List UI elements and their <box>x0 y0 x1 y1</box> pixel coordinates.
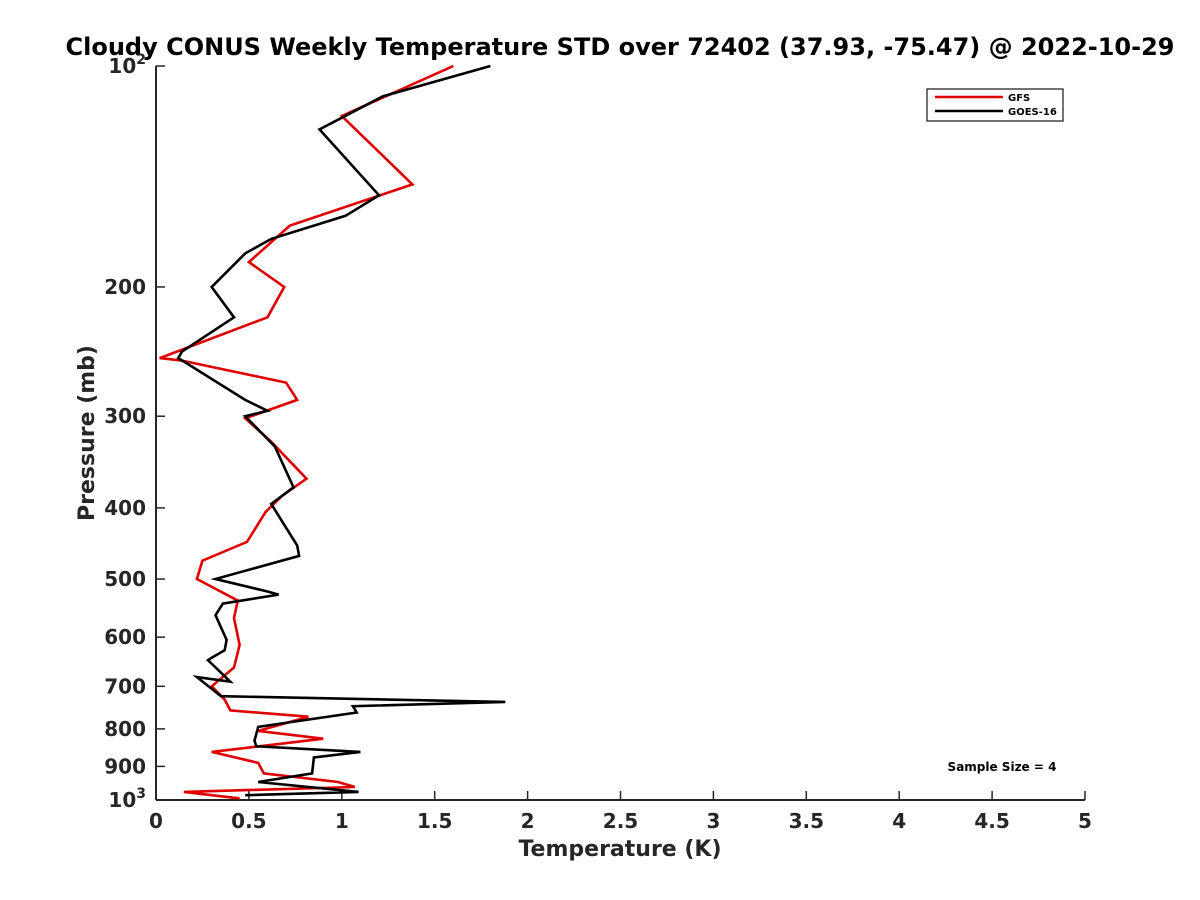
x-tick-label: 4.5 <box>974 809 1009 833</box>
y-tick-label: 400 <box>104 496 146 520</box>
legend: GFS GOES-16 <box>926 88 1064 122</box>
x-axis-label: Temperature (K) <box>518 837 721 862</box>
y-tick-label: 900 <box>104 754 146 778</box>
x-tick-label: 5 <box>1078 809 1092 833</box>
x-tick-label: 1 <box>335 809 349 833</box>
x-tick-label: 0 <box>149 809 163 833</box>
chart-title: Cloudy CONUS Weekly Temperature STD over… <box>66 33 1175 61</box>
legend-label-gfs: GFS <box>1008 93 1030 104</box>
x-tick-label: 2.5 <box>603 809 638 833</box>
sample-size-annotation: Sample Size = 4 <box>948 760 1057 774</box>
x-tick-label: 4 <box>892 809 906 833</box>
y-tick-label: 600 <box>104 625 146 649</box>
x-tick-label: 1.5 <box>417 809 452 833</box>
y-tick-label: 800 <box>104 717 146 741</box>
plot-area: 0 0.5 1 1.5 2 2.5 3 3.5 4 4.5 5 102 200 300 400 500 600 7… <box>104 52 1092 833</box>
y-tick-label: 500 <box>104 567 146 591</box>
y-tick-label: 103 <box>108 786 146 812</box>
x-tick-label: 3 <box>706 809 720 833</box>
y-tick-label: 200 <box>104 275 146 299</box>
series-line-gfs <box>159 64 454 800</box>
x-tick-label: 2 <box>521 809 535 833</box>
legend-label-goes16: GOES-16 <box>1008 107 1057 118</box>
y-tick-label: 102 <box>108 52 146 78</box>
x-tick-label: 3.5 <box>789 809 824 833</box>
legend-box <box>926 88 1064 122</box>
y-tick-label: 300 <box>104 404 146 428</box>
y-axis-label: Pressure (mb) <box>75 345 100 521</box>
series-line-goes16 <box>176 64 506 797</box>
x-tick-label: 0.5 <box>231 809 266 833</box>
y-tick-label: 700 <box>104 674 146 698</box>
